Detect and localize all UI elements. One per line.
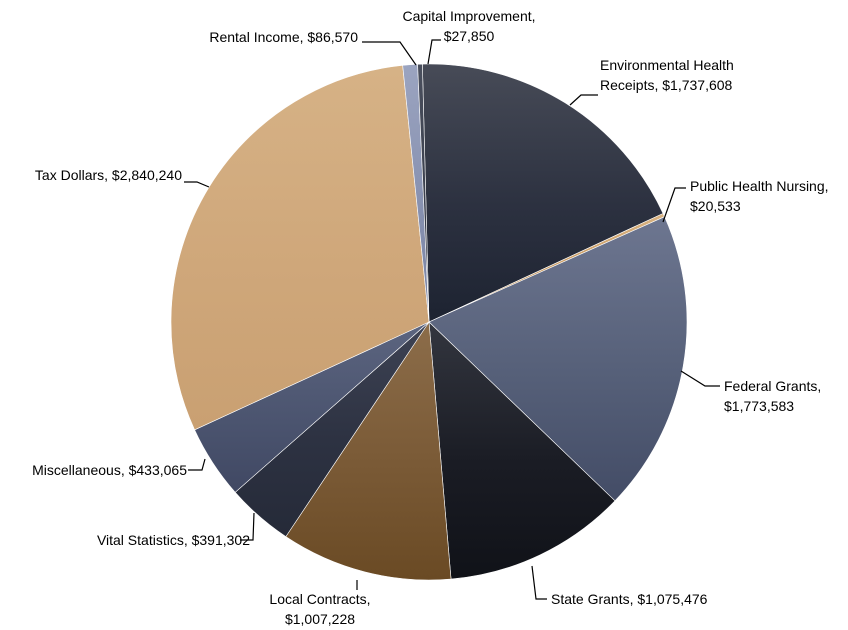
pie-slice-capital-improvement: [417, 63, 430, 323]
slice-label-line: Receipts, $1,737,608: [600, 77, 733, 93]
pie-slice-local-contracts: [285, 321, 452, 581]
slice-label-tax-dollars: Tax Dollars, $2,840,240: [35, 167, 182, 183]
leader-line-federal-grants: [680, 370, 720, 387]
slice-label-line: Public Health Nursing,: [690, 178, 829, 194]
leader-line-rental-income: [362, 41, 417, 66]
leader-line-public-health-nursing: [662, 187, 686, 223]
slice-label-line: Rental Income, $86,570: [209, 29, 358, 45]
slice-label-environmental-health-receipts: Environmental Health Receipts, $1,737,608: [600, 57, 734, 93]
slice-label-line: Environmental Health: [600, 57, 734, 73]
slice-label-miscellaneous: Miscellaneous, $433,065: [32, 462, 187, 478]
slice-label-capital-improvement: Capital Improvement, $27,850: [402, 8, 535, 44]
pie-slice-tax-dollars: [170, 65, 430, 431]
leader-line-miscellaneous: [188, 458, 206, 471]
slice-label-rental-income: Rental Income, $86,570: [209, 29, 358, 45]
pie-slice-environmental-health-receipts: [422, 63, 664, 323]
pie-slice-federal-grants: [428, 216, 688, 502]
slice-label-line: Federal Grants,: [724, 378, 821, 394]
slice-label-line: Tax Dollars, $2,840,240: [35, 167, 182, 183]
leader-line-capital-improvement: [427, 39, 441, 65]
slice-label-line: Local Contracts,: [269, 591, 370, 607]
leader-lines: [184, 39, 720, 600]
slice-label-public-health-nursing: Public Health Nursing, $20,533: [690, 178, 829, 214]
leader-line-tax-dollars: [184, 181, 210, 188]
slice-label-line: $27,850: [444, 28, 495, 44]
slice-label-line: Vital Statistics, $391,302: [97, 532, 250, 548]
pie-slices: [170, 63, 688, 581]
leader-line-vital-statistics: [240, 512, 255, 541]
slice-label-line: Miscellaneous, $433,065: [32, 462, 187, 478]
pie-slice-state-grants: [428, 321, 616, 580]
slice-label-line: $1,773,583: [724, 398, 794, 414]
slice-label-line: $1,007,228: [285, 611, 355, 627]
slice-label-line: $20,533: [690, 198, 741, 214]
leader-line-state-grants: [531, 565, 547, 600]
slice-label-local-contracts: Local Contracts, $1,007,228: [269, 591, 370, 627]
leader-line-environmental-health-receipts: [569, 94, 598, 106]
slice-labels: Environmental Health Receipts, $1,737,608…: [32, 8, 828, 627]
slice-label-federal-grants: Federal Grants, $1,773,583: [724, 378, 821, 414]
slice-label-line: State Grants, $1,075,476: [551, 591, 708, 607]
slice-label-line: Capital Improvement,: [402, 8, 535, 24]
slice-label-vital-statistics: Vital Statistics, $391,302: [97, 532, 250, 548]
slice-label-state-grants: State Grants, $1,075,476: [551, 591, 708, 607]
